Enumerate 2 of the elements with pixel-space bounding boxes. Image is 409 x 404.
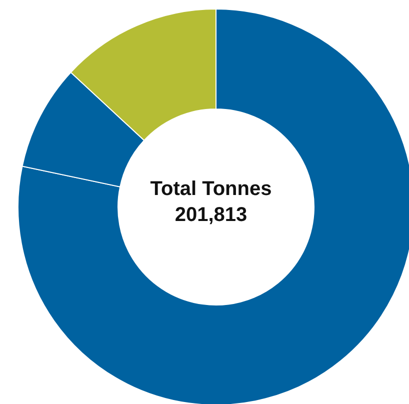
text: Total Tonnes xyxy=(149,177,273,202)
text: 201,813 xyxy=(174,203,248,228)
